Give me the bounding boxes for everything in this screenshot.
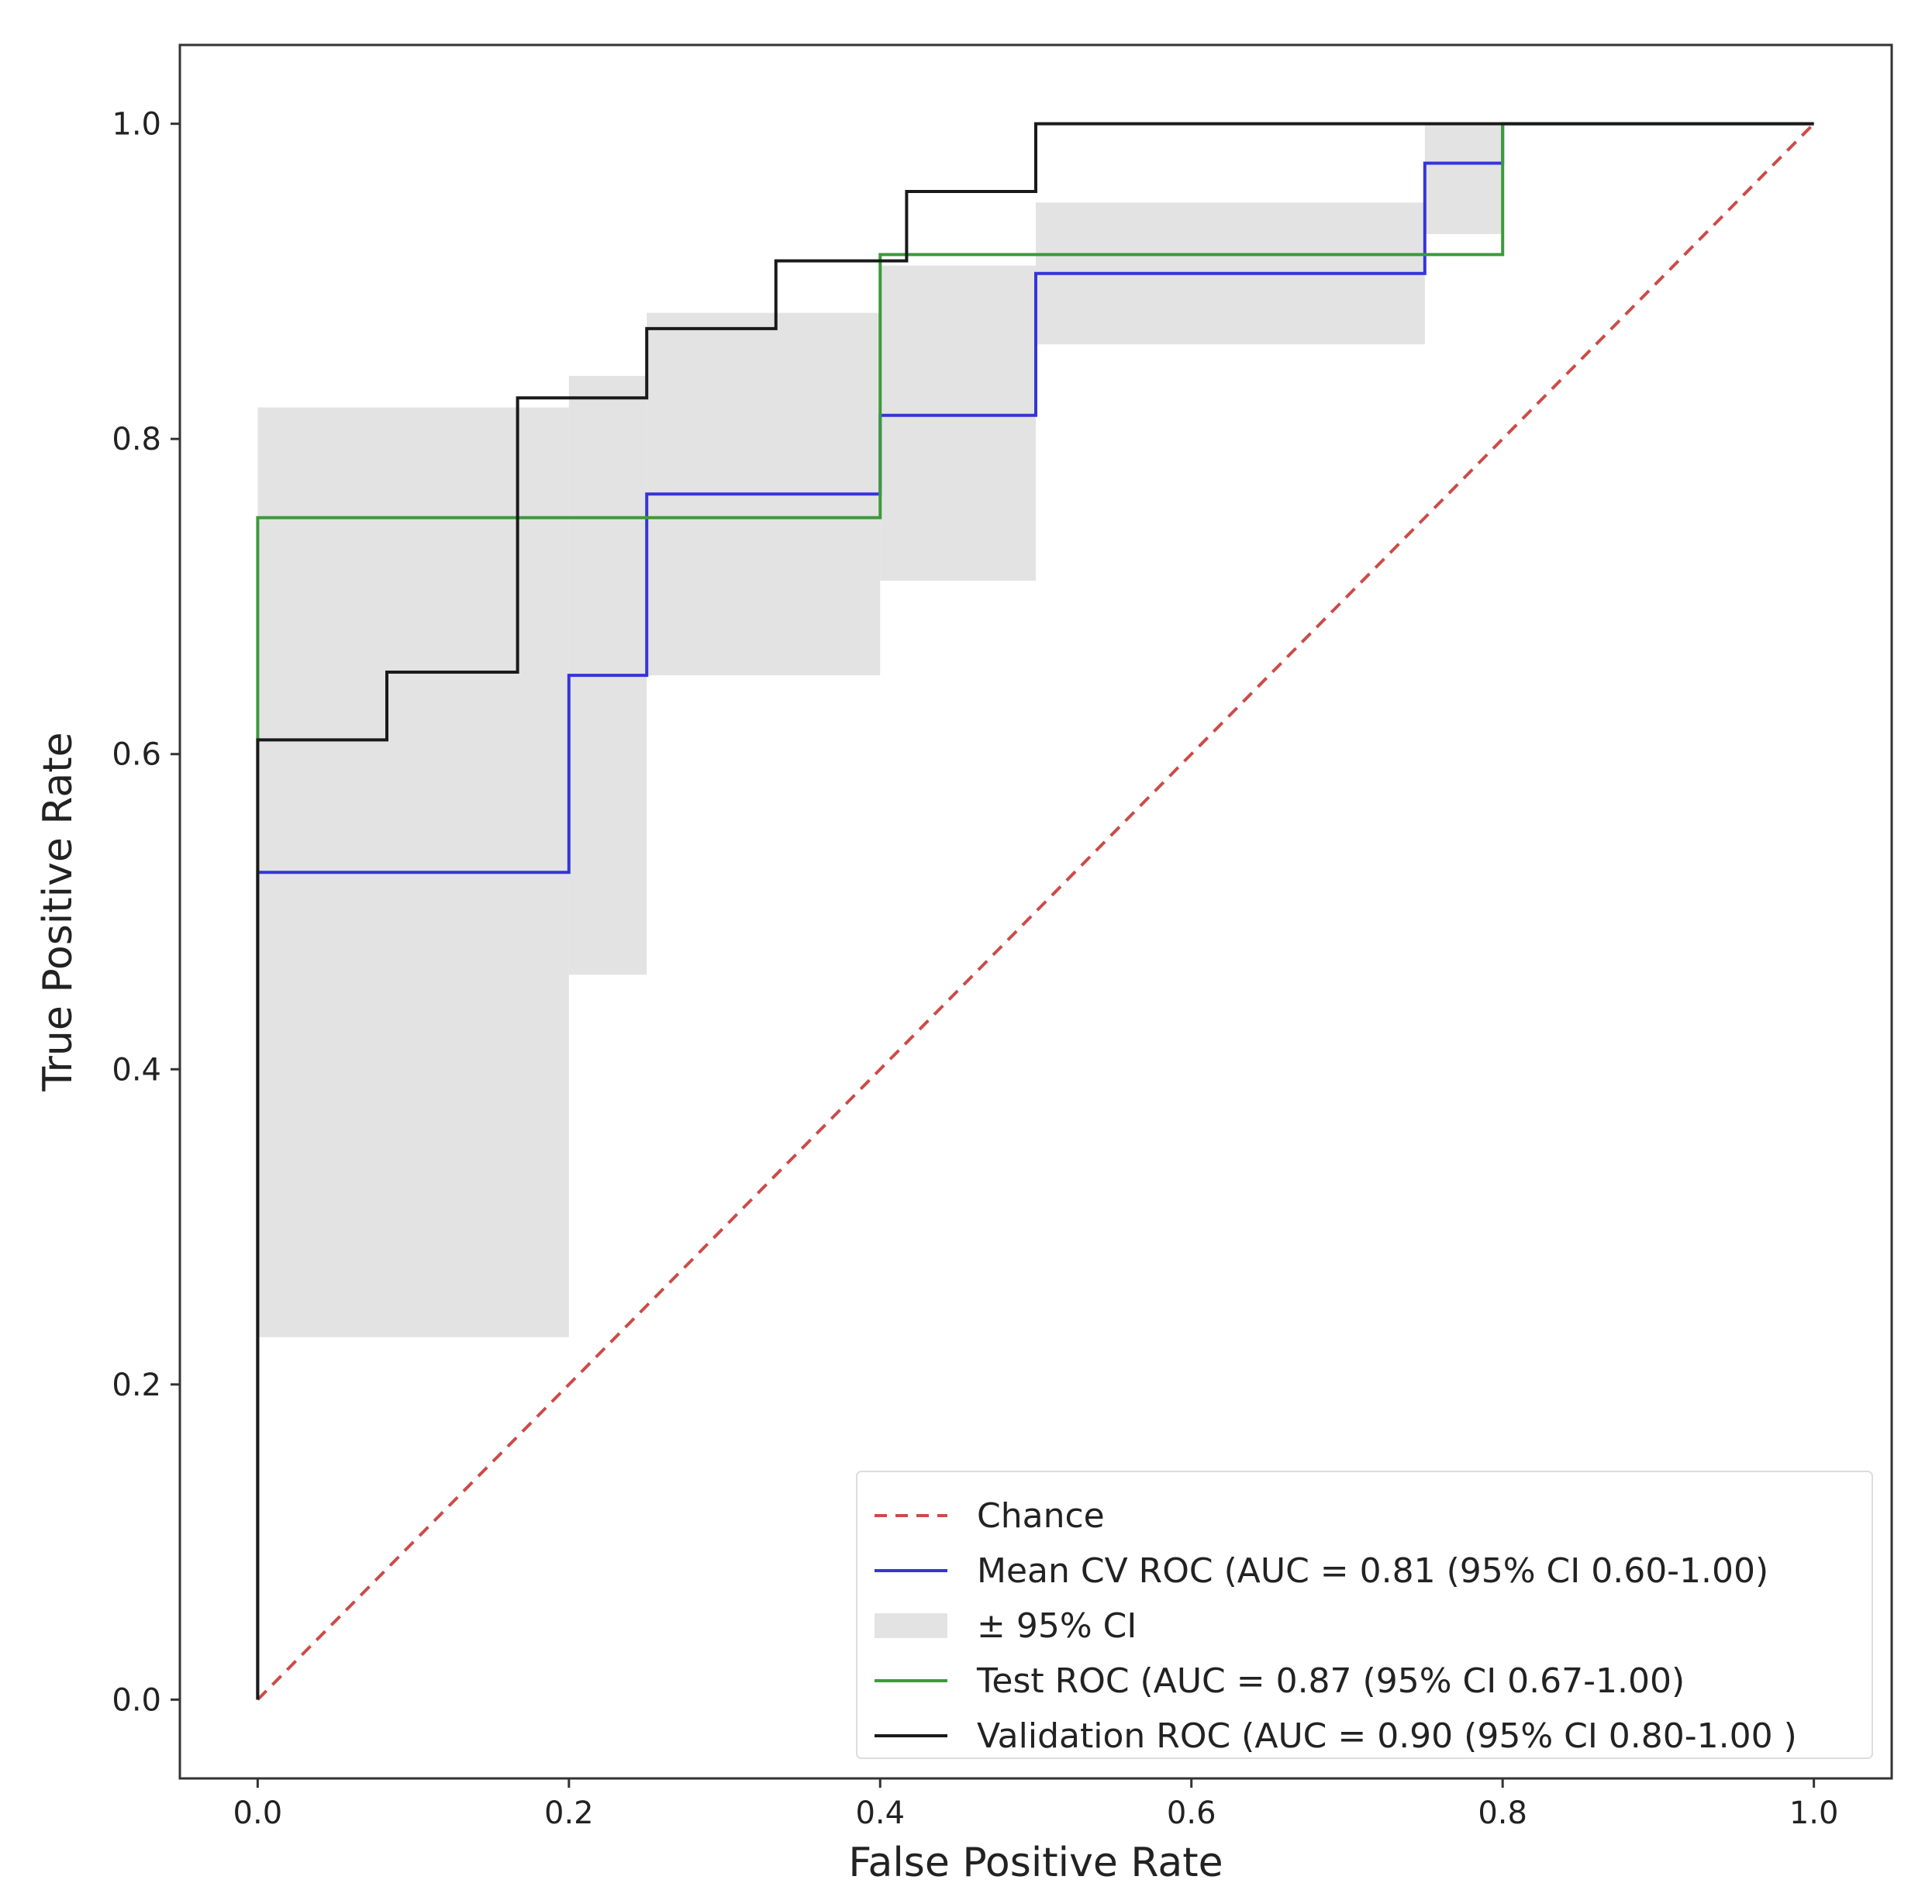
legend-label: Validation ROC (AUC = 0.90 (95% CI 0.80-…: [977, 1716, 1797, 1756]
y-tick-label: 0.0: [112, 1682, 161, 1718]
y-axis: 0.0 0.2 0.4 0.6 0.8 1.0: [112, 107, 180, 1718]
legend: Chance Mean CV ROC (AUC = 0.81 (95% CI 0.…: [856, 1471, 1873, 1759]
x-tick-label: 0.8: [1478, 1795, 1527, 1831]
y-tick-label: 0.2: [112, 1368, 161, 1403]
x-axis: 0.0 0.2 0.4 0.6 0.8 1.0: [233, 1778, 1839, 1831]
x-axis-label: False Positive Rate: [848, 1840, 1223, 1886]
plot-frame: [178, 43, 1893, 1780]
series-line-chance: [256, 122, 1816, 1701]
x-tick-label: 0.2: [544, 1795, 594, 1831]
ci-band-segment-3: [880, 265, 1036, 581]
legend-label: Mean CV ROC (AUC = 0.81 (95% CI 0.60-1.0…: [977, 1551, 1768, 1591]
y-tick-label: 0.8: [112, 422, 161, 457]
series-layer: [256, 122, 1816, 1701]
x-tick-label: 0.0: [233, 1795, 283, 1831]
legend-box: [856, 1471, 1873, 1759]
legend-label: Chance: [977, 1496, 1105, 1536]
legend-label: Test ROC (AUC = 0.87 (95% CI 0.67-1.00): [976, 1661, 1685, 1701]
y-axis-label: True Positive Rate: [35, 732, 81, 1092]
ci-band-segment-5: [1424, 123, 1503, 234]
x-tick-label: 0.6: [1167, 1795, 1216, 1831]
y-tick-label: 0.4: [112, 1052, 161, 1088]
x-tick-label: 1.0: [1789, 1795, 1839, 1831]
legend-label: ± 95% CI: [977, 1606, 1137, 1646]
x-tick-label: 0.4: [855, 1795, 905, 1831]
series-line-validation: [256, 122, 1814, 1700]
y-tick-label: 0.6: [112, 737, 161, 773]
legend-handle-ci-band: [875, 1613, 947, 1638]
y-tick-label: 1.0: [112, 107, 161, 143]
